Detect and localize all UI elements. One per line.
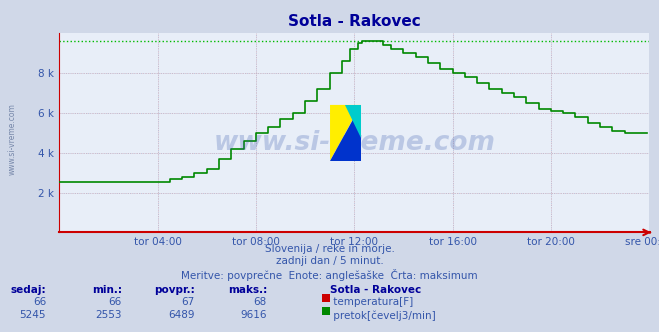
Text: 6489: 6489 [168, 310, 194, 320]
Text: www.si-vreme.com: www.si-vreme.com [8, 104, 17, 175]
Text: 66: 66 [109, 297, 122, 307]
Text: 67: 67 [181, 297, 194, 307]
Text: Sotla - Rakovec: Sotla - Rakovec [330, 285, 420, 294]
Text: min.:: min.: [92, 285, 122, 294]
Polygon shape [345, 105, 360, 138]
Text: temperatura[F]: temperatura[F] [330, 297, 413, 307]
Text: 68: 68 [254, 297, 267, 307]
Text: www.si-vreme.com: www.si-vreme.com [214, 130, 495, 156]
Text: zadnji dan / 5 minut.: zadnji dan / 5 minut. [275, 256, 384, 266]
Text: Meritve: povprečne  Enote: anglešaške  Črta: maksimum: Meritve: povprečne Enote: anglešaške Črt… [181, 269, 478, 281]
Text: 9616: 9616 [241, 310, 267, 320]
Polygon shape [330, 105, 360, 161]
Text: 5245: 5245 [20, 310, 46, 320]
Polygon shape [330, 105, 360, 161]
Text: 66: 66 [33, 297, 46, 307]
Title: Sotla - Rakovec: Sotla - Rakovec [288, 14, 420, 29]
Text: 2553: 2553 [96, 310, 122, 320]
Text: sedaj:: sedaj: [11, 285, 46, 294]
Text: maks.:: maks.: [227, 285, 267, 294]
Text: pretok[čevelj3/min]: pretok[čevelj3/min] [330, 310, 435, 321]
Text: povpr.:: povpr.: [154, 285, 194, 294]
Text: Slovenija / reke in morje.: Slovenija / reke in morje. [264, 244, 395, 254]
